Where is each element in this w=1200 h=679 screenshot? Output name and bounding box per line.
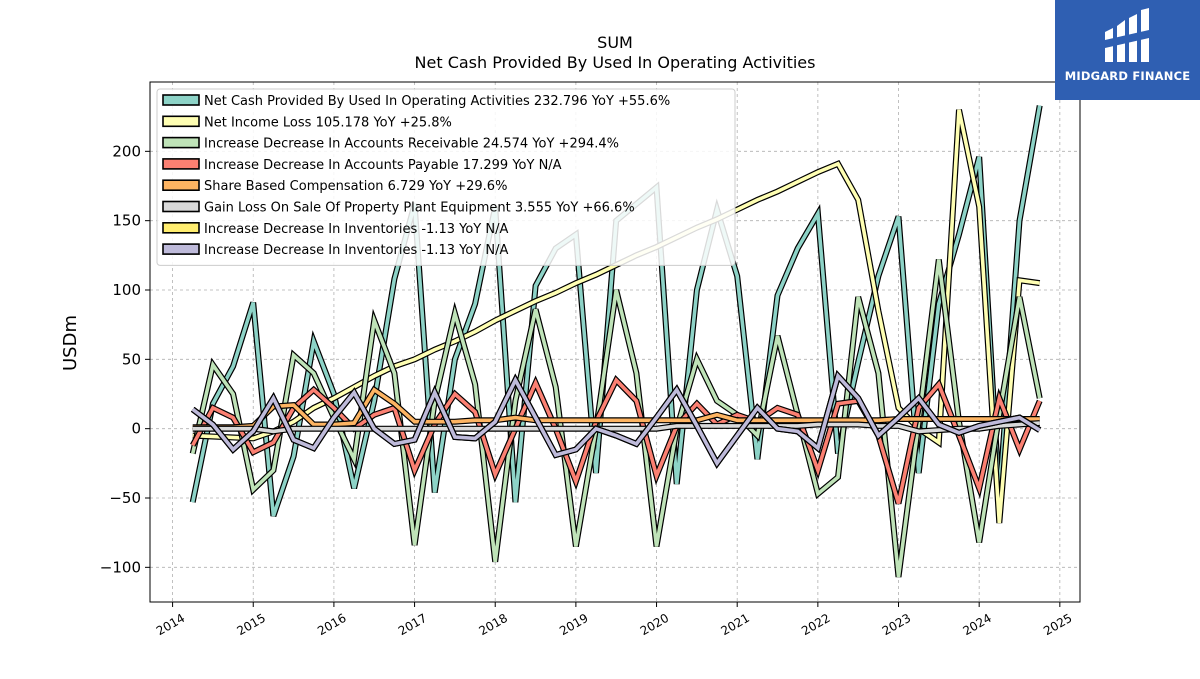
axes-frame	[149, 81, 1081, 603]
chart-subtitle: Net Cash Provided By Used In Operating A…	[415, 53, 816, 72]
y-tick-label: −50	[109, 489, 141, 507]
x-tick-label: 2021	[718, 611, 751, 638]
x-tick-label: 2024	[960, 611, 993, 638]
legend-label: Net Cash Provided By Used In Operating A…	[204, 94, 670, 109]
x-tick-label: 2014	[154, 611, 187, 638]
series-line	[191, 372, 1041, 467]
legend-swatch	[162, 200, 200, 213]
y-tick-label: 0	[131, 420, 141, 438]
y-tick-label: −100	[100, 558, 141, 576]
x-tick-label: 2019	[557, 611, 590, 638]
logo-mark-icon	[1105, 8, 1149, 62]
y-tick-label: 100	[112, 281, 141, 299]
x-tick-label: 2016	[315, 611, 348, 638]
x-tick-label: 2015	[235, 611, 268, 638]
brand-name: MIDGARD FINANCE	[1064, 69, 1191, 83]
legend-label: Share Based Compensation 6.729 YoY +29.6…	[204, 179, 507, 194]
x-tick-label: 2018	[476, 611, 509, 638]
legend-swatch	[162, 136, 200, 149]
series-line	[191, 377, 1042, 505]
legend-label: Increase Decrease In Accounts Payable 17…	[204, 158, 562, 173]
series-line	[192, 421, 1040, 434]
legend-label: Increase Decrease In Inventories -1.13 Y…	[204, 243, 508, 258]
chart-title: SUM	[597, 33, 633, 52]
y-tick-label: 200	[112, 142, 141, 160]
legend-swatch	[162, 158, 200, 170]
legend-swatch	[162, 179, 200, 191]
x-tick-label: 2020	[638, 611, 671, 638]
y-tick-label: 50	[122, 350, 141, 368]
y-tick-label: 150	[112, 212, 141, 230]
y-axis-label: USDm	[60, 315, 81, 371]
x-tick-label: 2017	[396, 611, 429, 638]
plot-area: −100 −50 0 50 100 150 200 2014 2015 2016 2017 2018 2…	[100, 81, 1081, 638]
legend-swatch	[162, 222, 200, 234]
x-tick-label: 2023	[880, 611, 913, 638]
brand-logo: MIDGARD FINANCE	[1055, 0, 1200, 100]
legend: Net Cash Provided By Used In Operating A…	[156, 88, 736, 266]
legend-label: Gain Loss On Sale Of Property Plant Equi…	[204, 201, 635, 216]
legend-label: Increase Decrease In Accounts Receivable…	[204, 137, 619, 152]
legend-box	[156, 88, 736, 266]
x-tick-label: 2025	[1041, 611, 1074, 638]
legend-label: Net Income Loss 105.178 YoY +25.8%	[204, 115, 452, 130]
legend-swatch	[162, 243, 200, 255]
x-tick-label: 2022	[799, 611, 832, 638]
legend-label: Increase Decrease In Inventories -1.13 Y…	[204, 222, 508, 237]
legend-swatch	[162, 94, 200, 106]
legend-swatch	[162, 115, 200, 128]
